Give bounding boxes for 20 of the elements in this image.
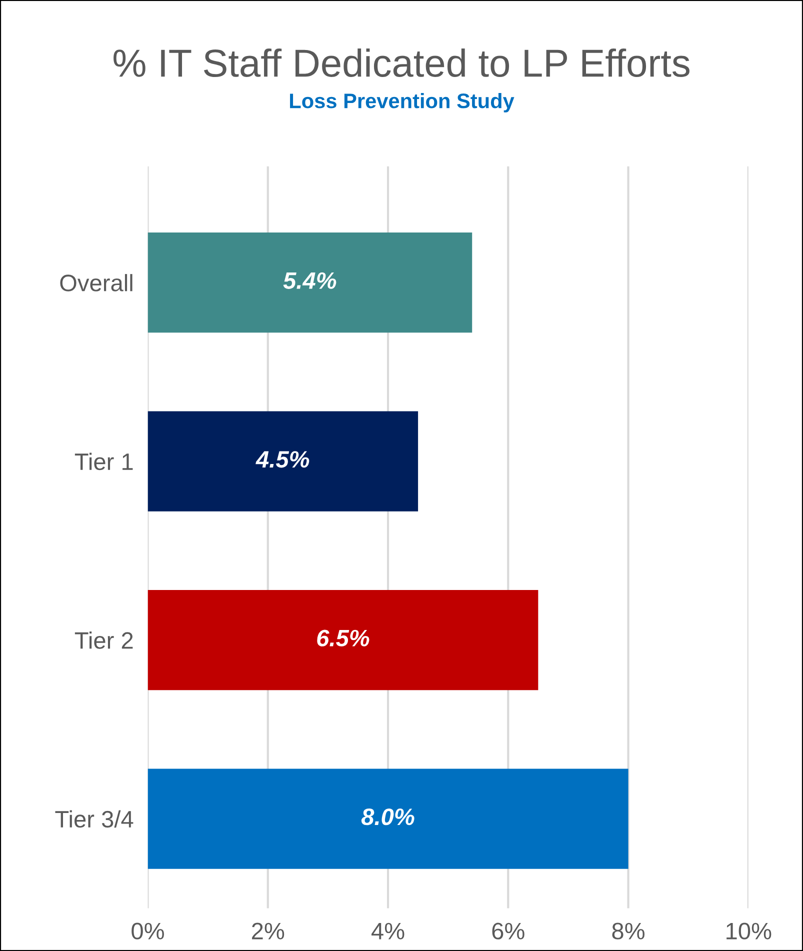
bar xyxy=(148,590,538,690)
chart-subtitle: Loss Prevention Study xyxy=(290,93,514,112)
data-label: 6.5% xyxy=(317,630,370,646)
chart-title: % IT Staff Dedicated to LP Efforts xyxy=(114,48,690,78)
x-tick-label: 4% xyxy=(371,922,404,940)
x-tick-label: 8% xyxy=(612,922,644,940)
x-tick-label: 6% xyxy=(492,922,524,940)
data-label: 8.0% xyxy=(361,808,414,826)
y-tick-label: Tier 1 xyxy=(74,452,133,470)
data-label: 4.5% xyxy=(256,451,310,468)
y-tick-label: Tier 2 xyxy=(74,632,133,649)
x-tick-label: 0% xyxy=(132,922,164,940)
x-tick-label: 2% xyxy=(252,922,284,940)
y-tick-label: Tier 3/4 xyxy=(55,810,134,828)
data-label: 5.4% xyxy=(283,272,336,289)
bar xyxy=(148,411,418,512)
y-tick-label: Overall xyxy=(60,274,132,292)
x-tick-label: 10% xyxy=(726,922,772,940)
bar xyxy=(148,232,472,333)
bar xyxy=(148,768,628,869)
